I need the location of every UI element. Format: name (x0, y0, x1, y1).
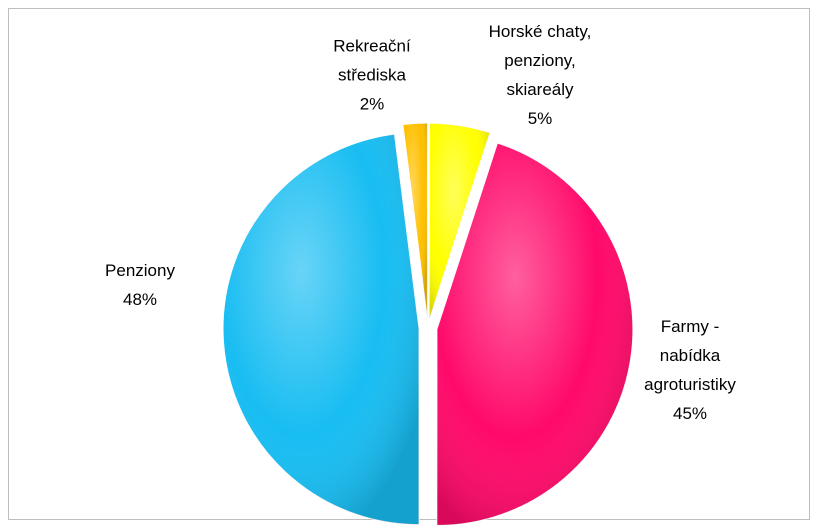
slice-name: Farmy - nabídka agroturistiky (644, 317, 736, 394)
slice-label: Farmy - nabídka agroturistiky 45% (631, 312, 749, 428)
slice-value: 45% (672, 404, 708, 423)
slice-value: 5% (527, 109, 553, 128)
slice-name: Penziony (105, 261, 175, 280)
slice-value: 48% (122, 290, 158, 309)
slice-name: Horské chaty, penziony, skiareály (488, 22, 592, 99)
slice-label: Rekreační střediska 2% (322, 32, 422, 119)
slice-label: Horské chaty, penziony, skiareály 5% (470, 17, 610, 133)
slice-name: Rekreační střediska (333, 36, 411, 85)
slice-label: Penziony 48% (80, 256, 200, 314)
slice-value: 2% (359, 94, 385, 114)
